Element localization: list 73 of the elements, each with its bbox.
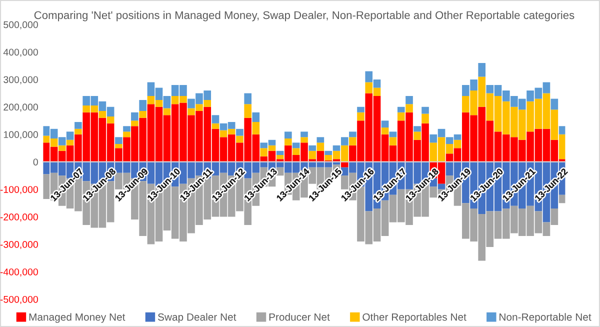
legend-label: Non-Reportable Net: [500, 313, 592, 323]
bar: [244, 104, 252, 118]
bar: [115, 137, 122, 144]
bar: [397, 106, 405, 112]
bar: [123, 132, 130, 138]
bar: [558, 194, 566, 204]
bar: [558, 126, 566, 134]
y-tick-label: 500,000: [4, 21, 38, 30]
bar: [284, 138, 292, 146]
bar: [478, 62, 486, 77]
bar: [252, 112, 260, 122]
bar: [74, 122, 82, 129]
bar: [381, 120, 389, 128]
bar: [397, 112, 405, 121]
bar: [389, 132, 397, 138]
bar: [139, 100, 146, 112]
legend-label: Swap Dealer Net: [158, 313, 236, 323]
bar: [414, 126, 421, 132]
bar: [300, 132, 308, 138]
bar: [316, 142, 324, 151]
bar: [550, 98, 558, 110]
y-tick-label: 200,000: [4, 104, 38, 112]
bar: [66, 140, 74, 146]
bar: [123, 126, 130, 132]
bar: [357, 106, 364, 112]
chart-title: Comparing 'Net' positions in Managed Money, Swap Dealer, Non-Reportable and Other Reportable categories: [34, 10, 574, 22]
bar: [324, 150, 332, 155]
bar: [300, 137, 308, 143]
legend-label: Managed Money Net: [29, 313, 126, 323]
bar: [292, 148, 300, 155]
bar: [276, 155, 284, 160]
bar: [308, 150, 316, 160]
bar: [357, 112, 364, 121]
y-tick-label: -500,000: [0, 296, 38, 304]
bar: [422, 114, 429, 124]
bar: [340, 137, 348, 146]
bar: [236, 128, 244, 136]
bar: [74, 128, 82, 134]
y-tick-label: 400,000: [3, 48, 38, 57]
bar: [316, 137, 324, 143]
bar: [308, 145, 316, 151]
bar: [422, 106, 429, 114]
bar: [389, 137, 397, 146]
bar: [406, 96, 413, 104]
bar: [252, 122, 260, 134]
y-tick-label: -200,000: [0, 214, 38, 222]
bar: [406, 104, 413, 112]
bar: [163, 108, 171, 116]
bar: [115, 144, 122, 148]
bar: [349, 137, 356, 146]
bar: [244, 93, 252, 104]
bar: [139, 111, 146, 118]
bar: [381, 128, 389, 134]
bar: [236, 136, 244, 143]
legend-label: Other Reportables Net: [362, 313, 466, 323]
y-tick-label: -100,000: [0, 186, 38, 194]
bar: [414, 132, 421, 140]
bar: [212, 123, 220, 129]
y-tick-label: 100,000: [4, 131, 38, 140]
y-tick-label: -400,000: [0, 268, 38, 277]
bar: [212, 115, 220, 124]
bar: [131, 120, 138, 126]
y-tick-label: -300,000: [0, 241, 38, 250]
bar: [284, 132, 292, 139]
bar: [340, 162, 348, 168]
y-tick-label: 0: [33, 158, 38, 166]
bar: [292, 142, 300, 148]
legend-label: Producer Net: [269, 313, 330, 321]
bar: [332, 145, 340, 151]
bar: [131, 112, 138, 121]
bar: [349, 132, 356, 138]
y-tick-label: 300,000: [4, 76, 38, 84]
bar: [276, 150, 284, 155]
